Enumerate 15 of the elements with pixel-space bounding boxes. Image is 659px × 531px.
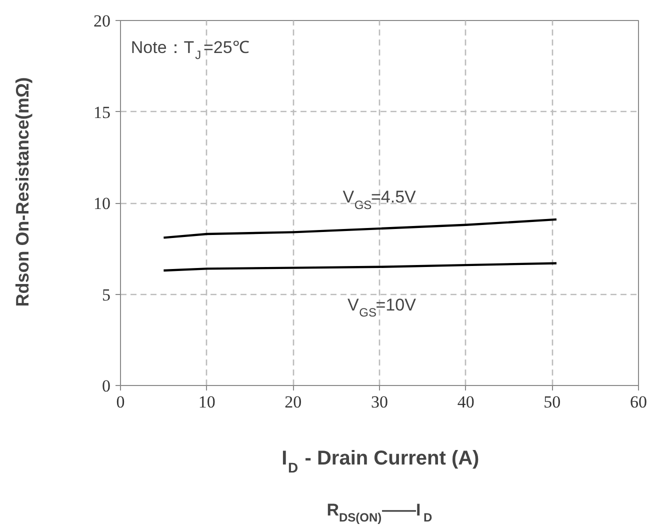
x-tick-label: 20 bbox=[284, 392, 302, 412]
line-series bbox=[162, 218, 558, 239]
x-tick-label: 0 bbox=[116, 392, 125, 412]
y-axis-title: Rdson On-Resistance(mΩ) bbox=[12, 77, 32, 307]
line-series bbox=[162, 262, 558, 272]
y-tick-label: 0 bbox=[102, 376, 110, 396]
y-tick-label: 5 bbox=[102, 285, 110, 304]
x-tick-label: 10 bbox=[198, 392, 216, 412]
y-tick-label: 10 bbox=[94, 194, 110, 213]
y-tick-label: 15 bbox=[94, 102, 110, 122]
x-tick-label: 40 bbox=[457, 392, 474, 412]
x-tick-label: 50 bbox=[544, 392, 561, 412]
x-tick-label: 60 bbox=[630, 392, 647, 412]
y-tick-label: 20 bbox=[94, 12, 110, 30]
x-tick-label: 30 bbox=[371, 392, 388, 412]
